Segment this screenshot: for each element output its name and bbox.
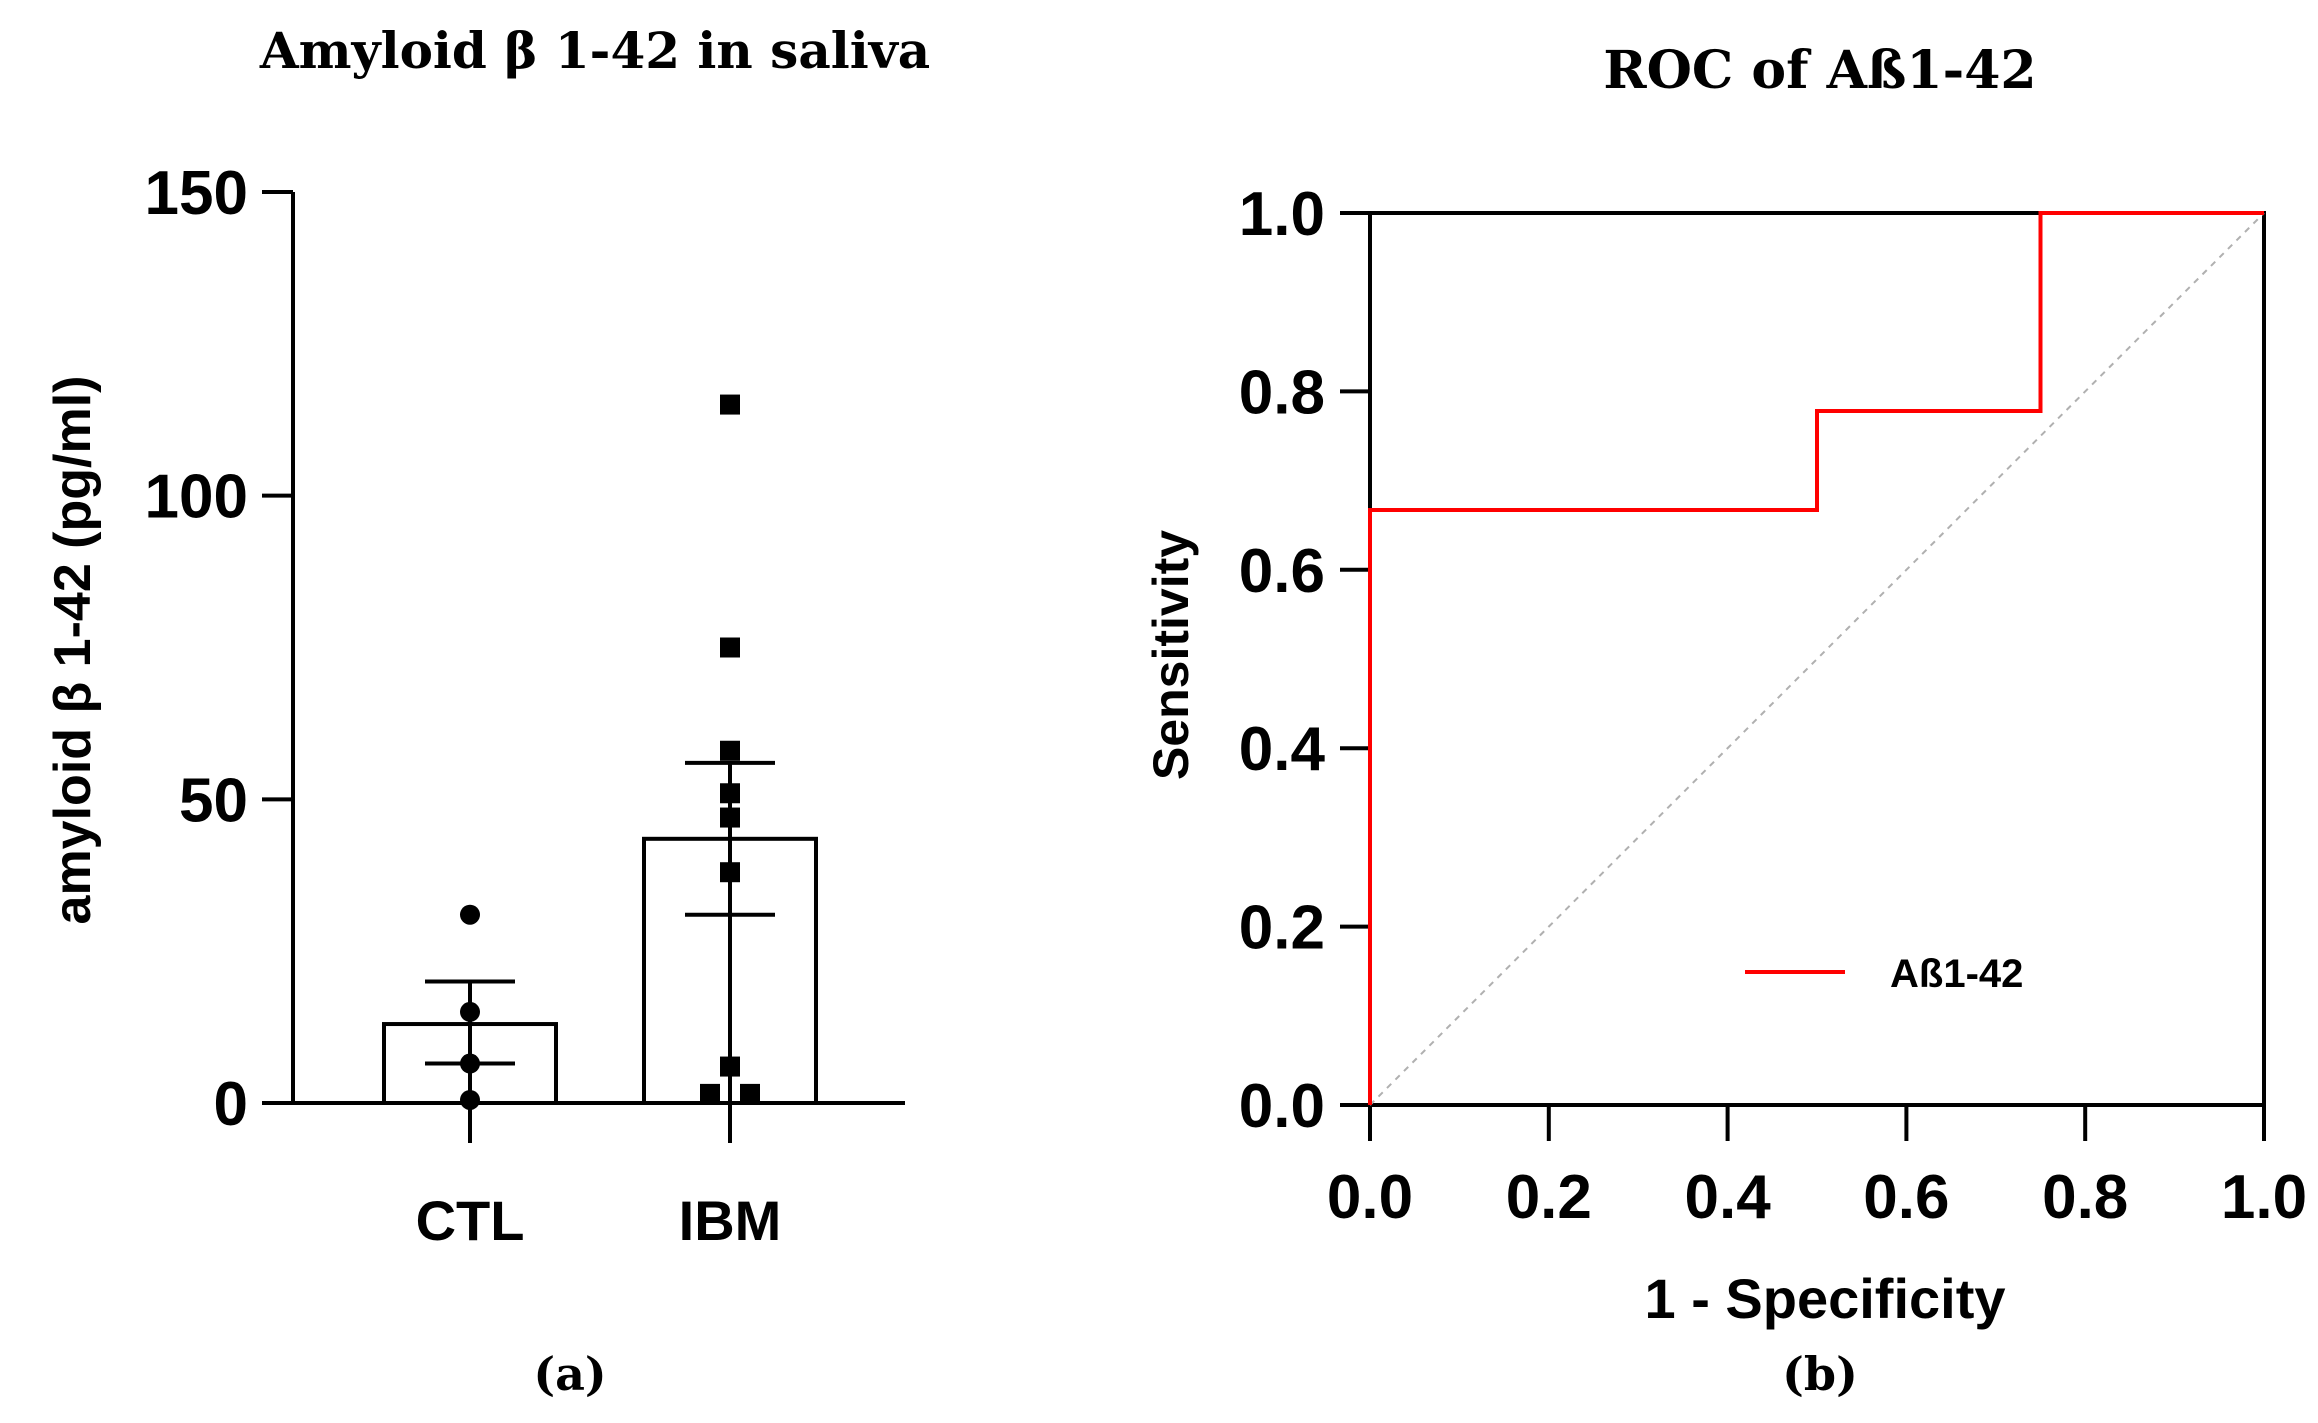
roc-curve-line [1368, 211, 2264, 1105]
x-tick-label: 1.0 [2221, 1163, 2307, 1232]
y-tick-label: 0.0 [1239, 1072, 1325, 1141]
bar-chart-y-axis-label: amyloid β 1-42 (pg/ml) [44, 376, 102, 925]
x-tick-label: 0.8 [2042, 1163, 2128, 1232]
data-point-ctl [460, 1089, 480, 1110]
data-point-ibm [700, 1083, 720, 1104]
data-point-ibm [740, 1083, 760, 1104]
x-tick-label: 0.4 [1684, 1163, 1771, 1232]
y-tick-label: 0.8 [1239, 358, 1325, 427]
roc-chart-panel: ROC of Aß1-42 Sensitivity 1 - Specificit… [1143, 40, 2307, 1401]
data-point-ibm [720, 394, 740, 415]
y-tick-label: 0 [214, 1070, 248, 1139]
y-tick-label: 50 [179, 766, 248, 835]
y-tick-label: 100 [145, 463, 248, 532]
data-point-ctl [460, 904, 480, 925]
x-tick-label: 0.6 [1863, 1163, 1949, 1232]
x-category-label: IBM [679, 1189, 782, 1252]
roc-chart-y-axis-label: Sensitivity [1143, 530, 1199, 780]
legend-entry-label: Aß1-42 [1890, 952, 2023, 996]
y-tick-label: 0.4 [1239, 715, 1326, 784]
data-point-ibm [720, 1056, 740, 1077]
x-category-label: CTL [416, 1189, 525, 1252]
x-tick-label: 0.2 [1506, 1163, 1592, 1232]
x-tick-label: 0.0 [1327, 1163, 1413, 1232]
data-point-ctl [460, 1001, 480, 1022]
y-tick-label: 0.2 [1239, 894, 1325, 963]
data-point-ibm [720, 807, 740, 828]
y-tick-label: 0.6 [1239, 537, 1325, 606]
data-point-ctl [460, 1053, 480, 1074]
roc-chart-title: ROC of Aß1-42 [1603, 40, 2036, 101]
bar-chart-title: Amyloid β 1-42 in saliva [259, 21, 930, 80]
panel-a-label: (a) [533, 1347, 606, 1401]
panel-b-label: (b) [1782, 1347, 1858, 1401]
data-point-ibm [720, 862, 740, 883]
data-point-ibm [720, 637, 740, 658]
y-tick-label: 150 [145, 159, 248, 228]
data-point-ibm [720, 783, 740, 804]
roc-chart-x-axis-label: 1 - Specificity [1644, 1267, 2005, 1330]
roc-legend: Aß1-42 [1745, 952, 2023, 996]
y-tick-label: 1.0 [1239, 180, 1325, 249]
data-point-ibm [720, 740, 740, 761]
bar-chart-panel: Amyloid β 1-42 in saliva amyloid β 1-42 … [44, 21, 930, 1401]
